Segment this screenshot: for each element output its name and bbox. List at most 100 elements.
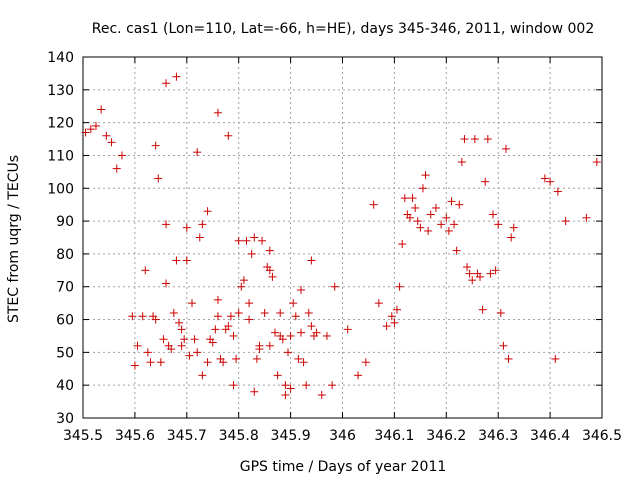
data-point <box>476 272 485 281</box>
data-point <box>268 272 277 281</box>
data-point <box>561 217 570 226</box>
data-point <box>175 318 184 327</box>
data-point <box>369 200 378 209</box>
data-point <box>504 354 513 363</box>
data-point <box>387 312 396 321</box>
data-point <box>421 171 430 180</box>
y-tick-label: 70 <box>56 280 74 296</box>
data-point <box>151 141 160 150</box>
data-point <box>229 381 238 390</box>
data-point <box>250 233 259 242</box>
data-point <box>286 384 295 393</box>
data-point <box>156 358 165 367</box>
data-point <box>177 325 186 334</box>
x-tick-label: 345.6 <box>115 428 155 444</box>
data-point <box>442 213 451 222</box>
data-point <box>213 312 222 321</box>
data-point <box>162 220 171 229</box>
data-point <box>390 318 399 327</box>
axis-layer: 345.5 345.6 345.7 345.8 345.9 346 346.1 346.2 34… <box>47 50 622 444</box>
data-point <box>128 312 137 321</box>
data-point <box>307 256 316 265</box>
data-point <box>418 184 427 193</box>
data-point <box>247 249 256 258</box>
data-point <box>276 308 285 317</box>
data-point <box>182 256 191 265</box>
data-point <box>86 125 95 134</box>
data-point <box>219 358 228 367</box>
y-tick-label: 40 <box>56 378 74 394</box>
data-point <box>470 135 479 144</box>
y-tick-label: 30 <box>56 411 74 427</box>
y-axis-label: STEC from uqrg / TECUs <box>6 155 22 323</box>
data-point <box>405 213 414 222</box>
data-point <box>452 246 461 255</box>
data-point <box>291 312 300 321</box>
data-point <box>229 331 238 340</box>
data-point <box>455 200 464 209</box>
y-tick-label: 140 <box>47 50 74 66</box>
x-tick-label: 346.3 <box>478 428 518 444</box>
y-tick-label: 130 <box>47 83 74 99</box>
data-point <box>234 308 243 317</box>
data-point <box>265 266 274 275</box>
data-point <box>182 223 191 232</box>
x-tick-label: 346 <box>329 428 356 444</box>
data-point <box>408 194 417 203</box>
data-point <box>162 79 171 88</box>
x-axis-label: GPS time / Days of year 2011 <box>240 459 447 475</box>
data-point <box>460 135 469 144</box>
data-point <box>494 220 503 229</box>
data-point <box>138 312 147 321</box>
data-point <box>169 308 178 317</box>
data-point <box>260 308 269 317</box>
data-point <box>286 331 295 340</box>
data-point <box>258 236 267 245</box>
data-point <box>81 128 90 137</box>
data-point <box>592 158 601 167</box>
data-point <box>203 207 212 216</box>
data-point <box>198 220 207 229</box>
data-point <box>117 151 126 160</box>
data-point <box>416 223 425 232</box>
data-point <box>392 305 401 314</box>
data-points <box>81 72 601 400</box>
data-point <box>465 269 474 278</box>
y-tick-label: 90 <box>56 214 74 230</box>
data-point <box>242 236 251 245</box>
data-point <box>468 276 477 285</box>
data-point <box>447 197 456 206</box>
data-point <box>330 282 339 291</box>
data-point <box>499 341 508 350</box>
data-point <box>489 210 498 219</box>
data-point <box>322 331 331 340</box>
data-point <box>328 381 337 390</box>
data-point <box>398 240 407 249</box>
data-point <box>582 213 591 222</box>
data-point <box>273 371 282 380</box>
data-point <box>237 282 246 291</box>
data-point <box>411 203 420 212</box>
data-point <box>239 276 248 285</box>
data-point <box>187 299 196 308</box>
data-point <box>245 299 254 308</box>
data-point <box>177 341 186 350</box>
data-point <box>193 348 202 357</box>
data-point <box>426 210 435 219</box>
data-point <box>213 295 222 304</box>
grid-layer <box>83 57 602 418</box>
data-point <box>354 371 363 380</box>
data-point <box>232 354 241 363</box>
x-tick-label: 345.7 <box>167 428 207 444</box>
data-point <box>234 236 243 245</box>
chart-title: Rec. cas1 (Lon=110, Lat=-66, h=HE), days… <box>92 21 594 37</box>
data-point <box>255 345 264 354</box>
x-tick-label: 346.1 <box>374 428 414 444</box>
data-point <box>302 381 311 390</box>
data-point <box>491 266 500 275</box>
data-point <box>457 158 466 167</box>
data-point <box>437 220 446 229</box>
data-point <box>361 358 370 367</box>
data-point <box>424 226 433 235</box>
data-point <box>481 177 490 186</box>
